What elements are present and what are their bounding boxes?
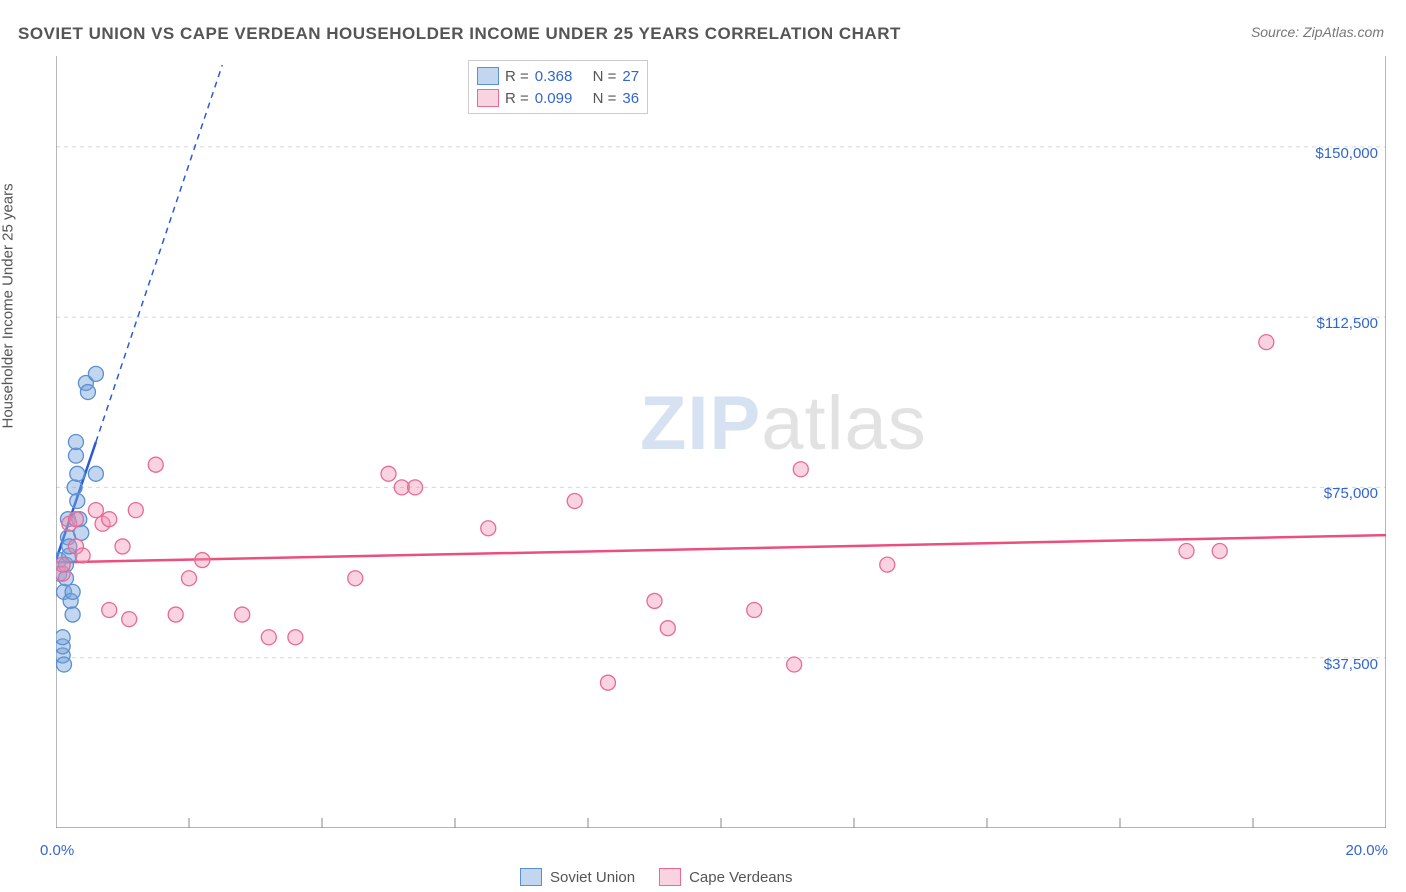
- watermark-atlas: atlas: [761, 381, 927, 466]
- legend-swatch: [477, 67, 499, 85]
- y-tick-label: $150,000: [1315, 145, 1378, 162]
- legend-n-value: 27: [622, 68, 639, 85]
- legend-n-label: N =: [593, 90, 617, 107]
- legend-r-label: R =: [505, 68, 529, 85]
- watermark-zip: ZIP: [640, 381, 761, 466]
- legend-series-label: Cape Verdeans: [689, 869, 792, 886]
- legend-series: Soviet Union Cape Verdeans: [520, 868, 792, 886]
- legend-series-item: Soviet Union: [520, 868, 635, 886]
- legend-n-label: N =: [593, 68, 617, 85]
- legend-series-item: Cape Verdeans: [659, 868, 792, 886]
- y-tick-label: $112,500: [1317, 315, 1378, 332]
- y-axis-label: Householder Income Under 25 years: [0, 183, 17, 428]
- legend-r-value: 0.368: [535, 68, 573, 85]
- legend-correlation-row: R = 0.368 N = 27: [477, 65, 639, 87]
- x-tick-label: 20.0%: [1345, 842, 1388, 859]
- legend-swatch: [659, 868, 681, 886]
- legend-n-value: 36: [622, 90, 639, 107]
- legend-r-label: R =: [505, 90, 529, 107]
- watermark: ZIPatlas: [640, 380, 927, 467]
- x-tick-label: 0.0%: [40, 842, 74, 859]
- legend-r-value: 0.099: [535, 90, 573, 107]
- legend-correlation-row: R = 0.099 N = 36: [477, 87, 639, 109]
- legend-series-label: Soviet Union: [550, 869, 635, 886]
- legend-swatch: [477, 89, 499, 107]
- legend-correlation: R = 0.368 N = 27 R = 0.099 N = 36: [468, 60, 648, 114]
- chart-title: SOVIET UNION VS CAPE VERDEAN HOUSEHOLDER…: [18, 24, 901, 44]
- y-tick-label: $75,000: [1324, 485, 1378, 502]
- legend-swatch: [520, 868, 542, 886]
- y-tick-label: $37,500: [1324, 656, 1378, 673]
- source-attribution: Source: ZipAtlas.com: [1251, 24, 1384, 40]
